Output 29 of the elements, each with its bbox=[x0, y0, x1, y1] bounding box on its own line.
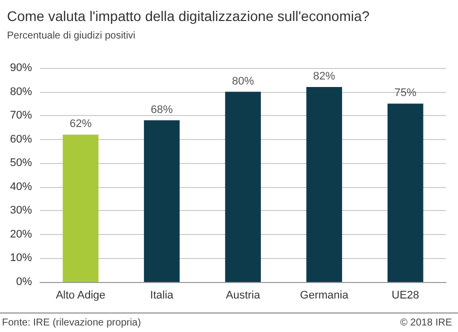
chart-subtitle: Percentuale di giudizi positivi bbox=[7, 30, 136, 42]
y-tick-label: 50% bbox=[10, 157, 32, 170]
y-tick-label: 30% bbox=[10, 204, 32, 217]
x-tick-label: Germania bbox=[300, 290, 350, 302]
bar bbox=[144, 120, 180, 282]
y-tick-label: 80% bbox=[10, 86, 32, 98]
y-tick-label: 90% bbox=[10, 62, 32, 74]
data-label: 80% bbox=[232, 75, 254, 88]
chart-title: Come valuta l'impatto della digitalizzazione sull'economia? bbox=[7, 8, 370, 24]
y-tick-label: 40% bbox=[10, 180, 32, 193]
bar bbox=[62, 134, 98, 282]
y-tick-label: 0% bbox=[16, 276, 32, 288]
y-tick-label: 20% bbox=[10, 228, 32, 240]
data-label: 82% bbox=[313, 70, 336, 83]
data-label: 75% bbox=[394, 87, 417, 100]
x-tick-label: UE28 bbox=[392, 290, 420, 302]
x-tick-label: Austria bbox=[226, 290, 261, 302]
y-tick-label: 10% bbox=[10, 252, 32, 264]
x-tick-label: Italia bbox=[150, 290, 174, 302]
x-tick-label: Alto Adige bbox=[56, 290, 106, 302]
data-label: 62% bbox=[70, 118, 92, 130]
text: © 2018 IRE bbox=[400, 318, 452, 328]
y-tick-label: 60% bbox=[10, 133, 32, 146]
bar bbox=[225, 92, 261, 282]
y-tick-label: 70% bbox=[10, 110, 32, 122]
data-label: 68% bbox=[150, 104, 174, 116]
bar bbox=[388, 104, 424, 282]
bar bbox=[306, 87, 342, 282]
source-note: Fonte: IRE (rilevazione propria) bbox=[2, 318, 141, 328]
